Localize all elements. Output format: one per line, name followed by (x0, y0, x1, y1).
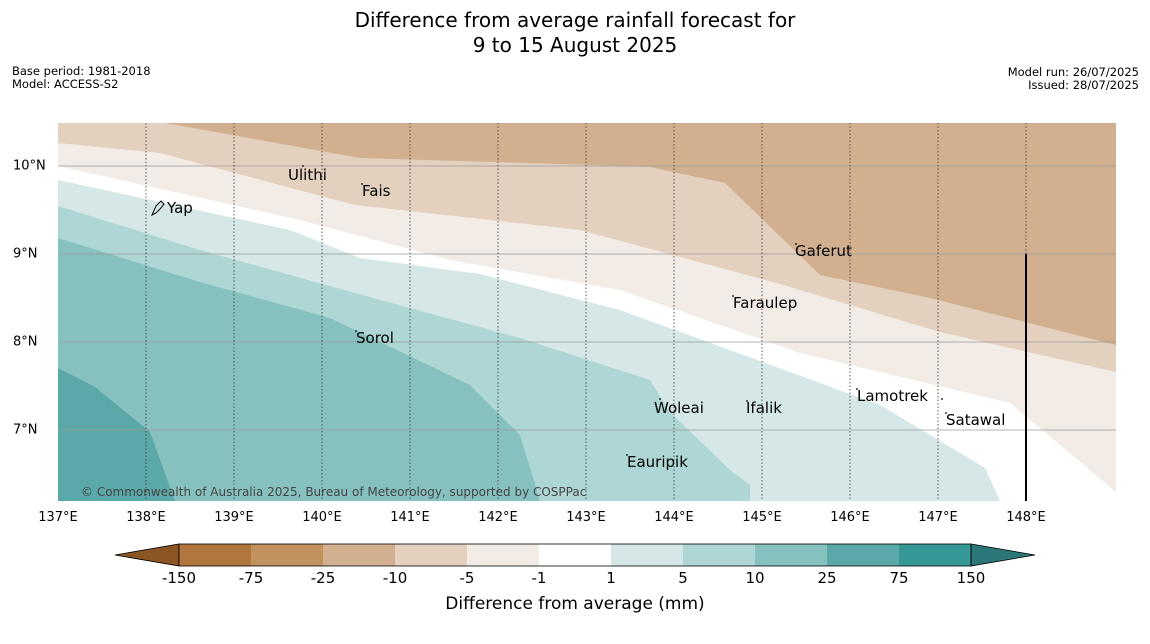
colorbar-extend-low (114, 543, 180, 567)
place-faraulep: Faraulep (733, 294, 798, 312)
lon-tick-label: 142°E (478, 510, 518, 525)
colorbar (114, 543, 1036, 567)
colorbar-label: Difference from average (mm) (445, 594, 705, 614)
colorbar-swatch (899, 544, 971, 566)
colorbar-tick-label: -5 (459, 569, 475, 587)
lon-tick-label: 145°E (742, 510, 782, 525)
base-period: Base period: 1981-2018 (12, 64, 151, 78)
place-ifalik: Ifalik (746, 399, 782, 417)
place-woleai: Woleai (654, 399, 704, 417)
lon-tick-label: 148°E (1006, 510, 1046, 525)
lon-tick-label: 137°E (38, 510, 78, 525)
graticule (58, 123, 1116, 501)
place-gaferut: Gaferut (795, 242, 852, 260)
colorbar-swatch (467, 544, 539, 566)
yap-island-icon (150, 200, 165, 217)
colorbar-swatch (251, 544, 323, 566)
colorbar-swatch (755, 544, 827, 566)
colorbar-tick-label: 10 (745, 569, 765, 587)
island-markers (150, 165, 947, 456)
place-satawal: Satawal (946, 411, 1006, 429)
colorbar-tick-label: 1 (606, 569, 616, 587)
colorbar-swatch (683, 544, 755, 566)
lon-tick-label: 146°E (830, 510, 870, 525)
lon-tick-label: 147°E (918, 510, 958, 525)
contour-10-25-wet (58, 238, 540, 501)
colorbar-tick-label: -25 (310, 569, 336, 587)
lat-tick-label: 7°N (13, 422, 38, 438)
place-eauripik: Eauripik (627, 453, 688, 471)
copyright-notice: © Commonwealth of Australia 2025, Bureau… (81, 485, 587, 499)
colorbar-swatch (611, 544, 683, 566)
colorbar-tick-label: 75 (889, 569, 909, 587)
colorbar-tick-label: 5 (678, 569, 688, 587)
place-sorol: Sorol (356, 329, 394, 347)
lon-tick-label: 144°E (654, 510, 694, 525)
place-fais: Fais (362, 182, 391, 200)
model-run: Model run: 26/07/2025 (1007, 65, 1139, 79)
lon-tick-label: 141°E (390, 510, 430, 525)
meta-left: Base period: 1981-2018 Model: ACCESS-S2 (12, 65, 151, 91)
colorbar-extend-high (970, 543, 1036, 567)
rainfall-contours (58, 123, 1116, 501)
colorbar-swatch (539, 544, 611, 566)
lat-tick-label: 9°N (13, 246, 38, 262)
lon-tick-label: 143°E (566, 510, 606, 525)
colorbar-swatch (179, 544, 251, 566)
colorbar-swatch (395, 544, 467, 566)
colorbar-tick-label: -75 (238, 569, 264, 587)
colorbar-swatch (323, 544, 395, 566)
lon-tick-label: 139°E (214, 510, 254, 525)
title-line-1: Difference from average rainfall forecas… (354, 8, 796, 32)
place-yap: Yap (167, 199, 193, 217)
model-name: Model: ACCESS-S2 (12, 77, 119, 91)
lat-tick-label: 10°N (13, 158, 46, 174)
colorbar-tick-label: -1 (531, 569, 547, 587)
map-title: Difference from average rainfall forecas… (0, 8, 1150, 58)
title-line-2: 9 to 15 August 2025 (472, 33, 678, 57)
colorbar-outline (178, 543, 972, 567)
meta-right: Model run: 26/07/2025 Issued: 28/07/2025 (1008, 66, 1139, 92)
contour-25-75-wet (58, 368, 175, 501)
issued-date: Issued: 28/07/2025 (1028, 78, 1139, 92)
lat-tick-label: 8°N (13, 334, 38, 350)
colorbar-tick-label: -10 (382, 569, 408, 587)
place-ulithi: Ulithi (288, 166, 327, 184)
colorbar-tick-label: 25 (817, 569, 837, 587)
lon-tick-label: 138°E (126, 510, 166, 525)
colorbar-tick-label: 150 (956, 569, 986, 587)
colorbar-swatch (827, 544, 899, 566)
lon-tick-label: 140°E (302, 510, 342, 525)
colorbar-tick-label: -150 (161, 569, 197, 587)
place-lamotrek: Lamotrek (857, 387, 928, 405)
